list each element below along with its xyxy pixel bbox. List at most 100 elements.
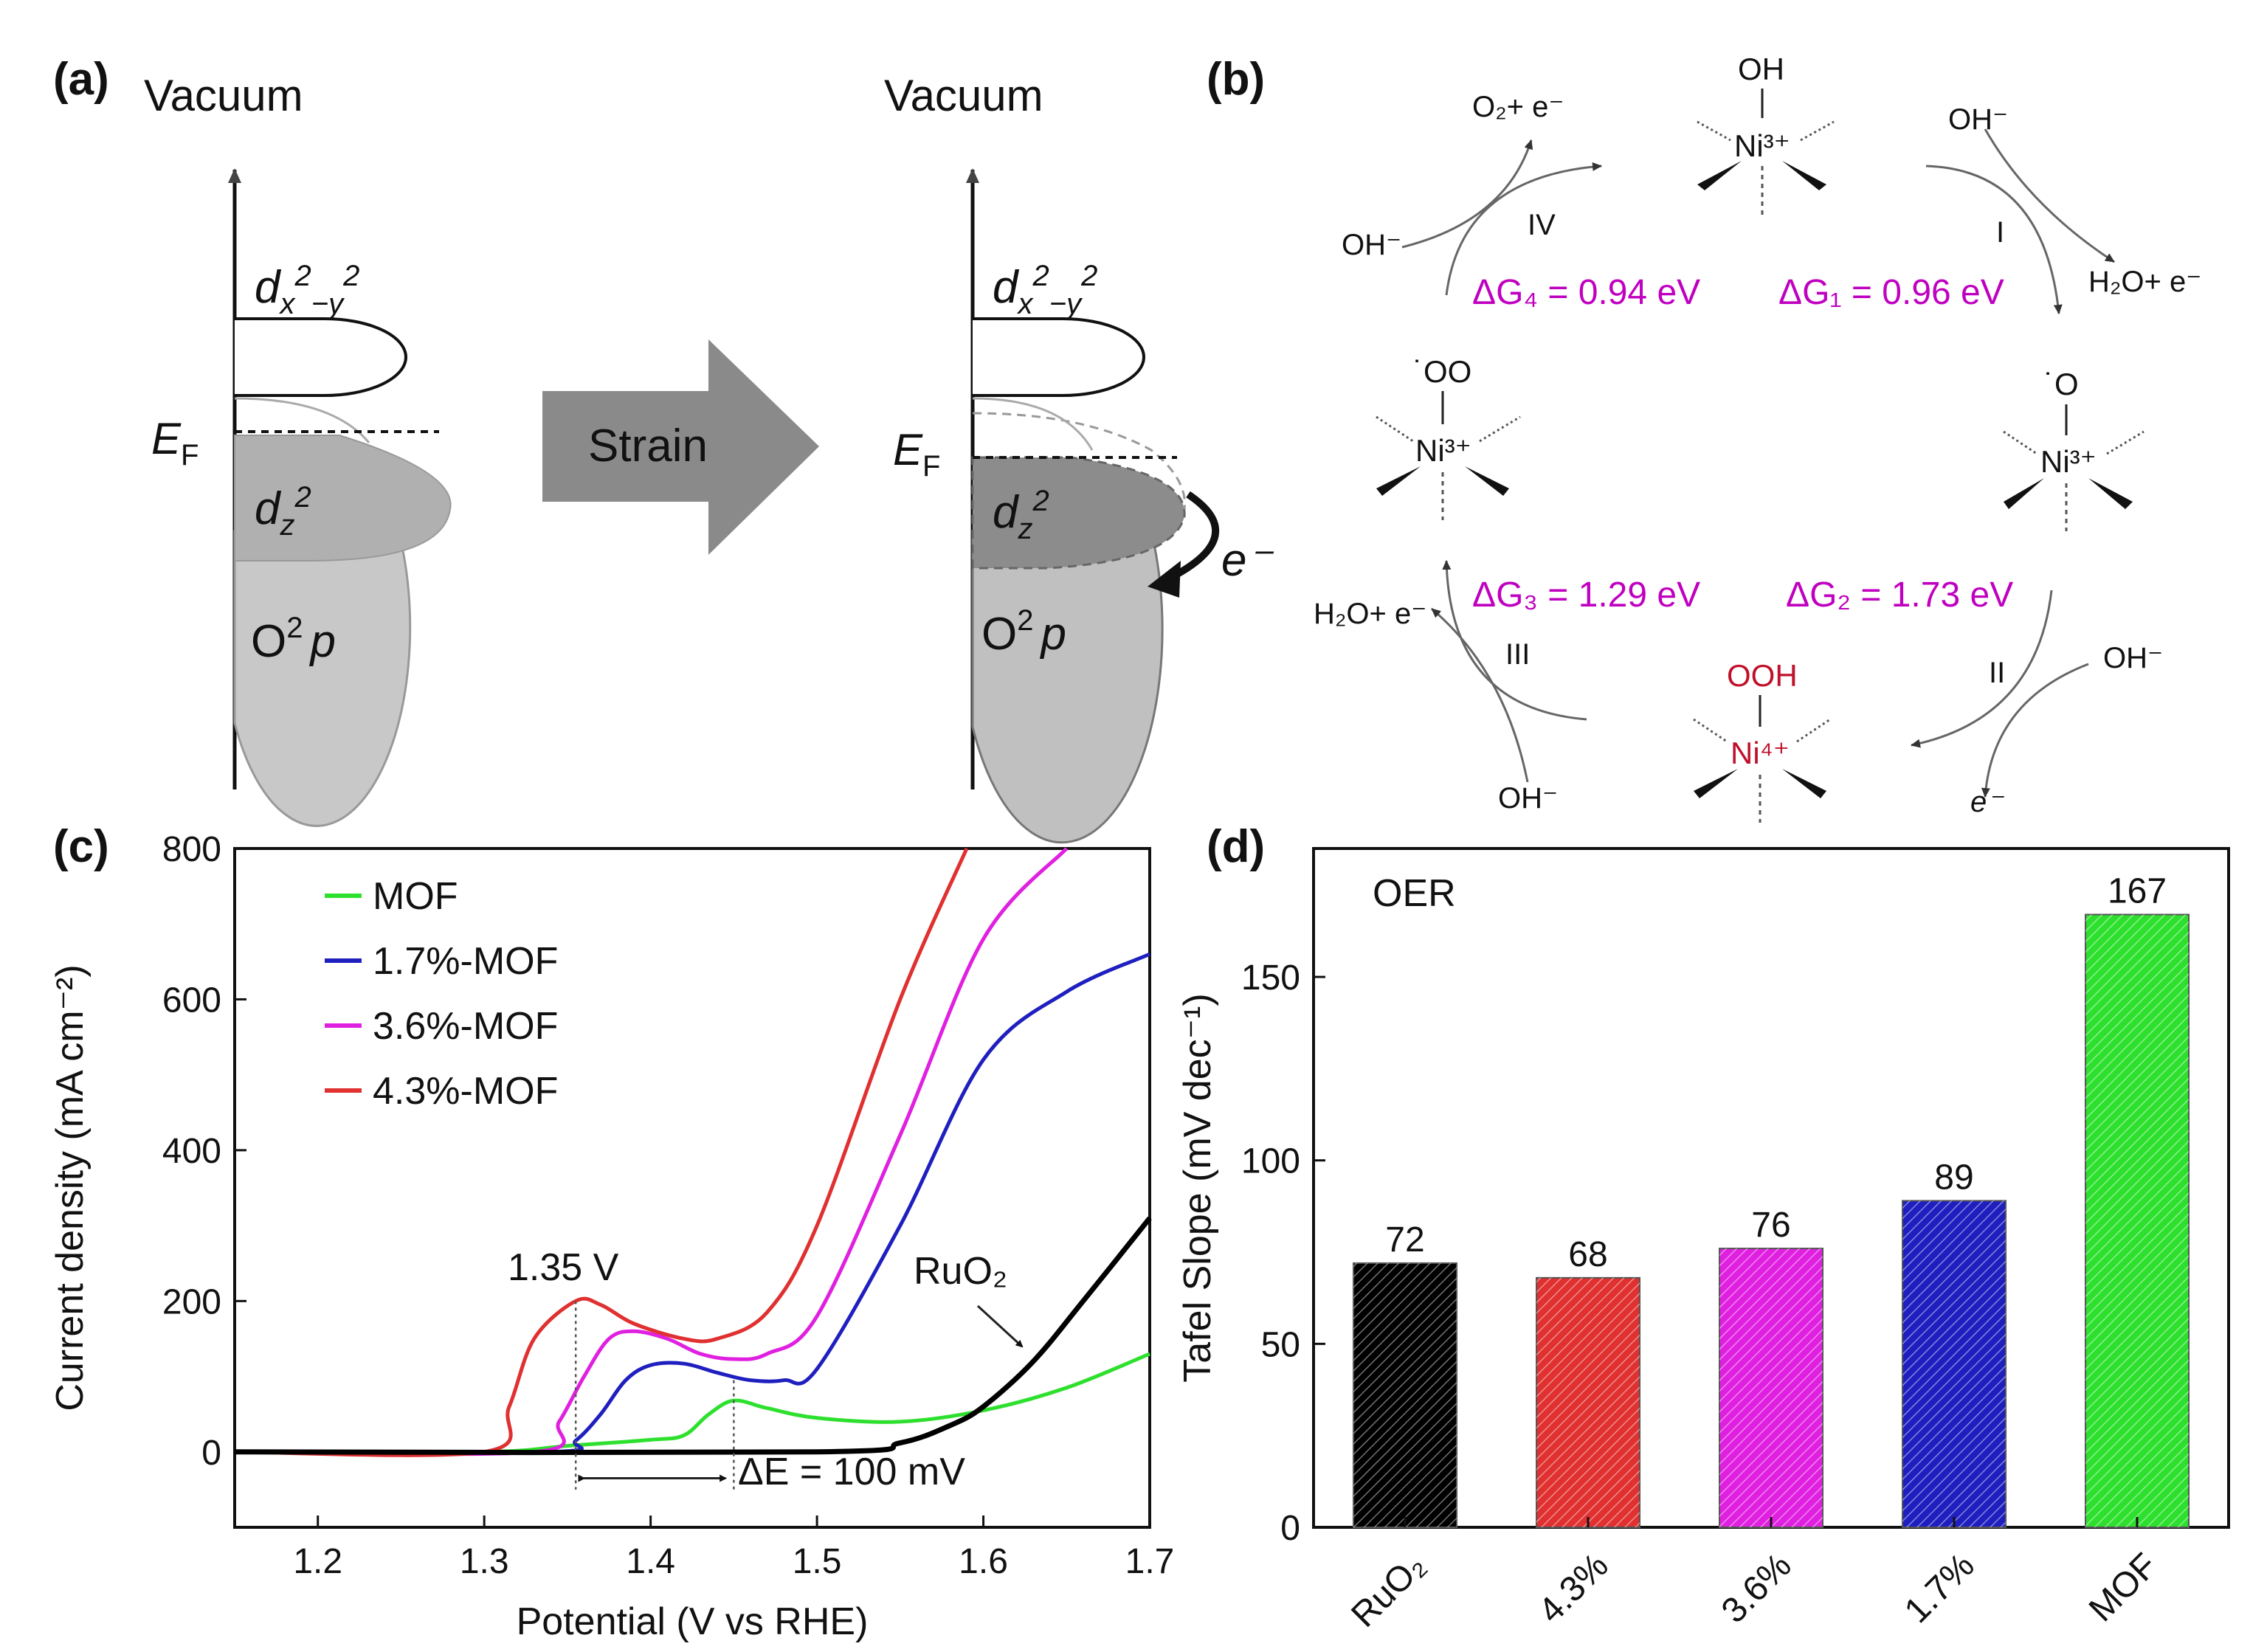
step-4-side-arrow [1401, 139, 1533, 249]
bond [1376, 415, 1414, 443]
ruo2-label: RuO₂ [914, 1250, 1007, 1293]
species-oh-bottom-left: OH⁻ [1498, 782, 1558, 815]
vacuum-label-right: Vacuum [884, 71, 1043, 120]
step-4-arrow [1445, 162, 1602, 296]
legend-label: 1.7%-MOF [373, 940, 558, 983]
electron-transfer-arrow [1158, 491, 1220, 587]
o2p-band-right [971, 530, 1164, 844]
bar-value-label: 68 [1568, 1235, 1607, 1274]
x-category-label: RuO₂ [1344, 1546, 1432, 1634]
dz2-label-right: dz2 [993, 485, 1049, 545]
species-e-bottom-right: e⁻ [1970, 786, 2004, 818]
step-1-side-arrow [1984, 128, 2115, 263]
bar-hatch [1719, 1248, 1823, 1527]
step-label-3: III [1505, 638, 1530, 671]
strain-arrow: Strain [542, 339, 819, 555]
step-label-4: IV [1528, 209, 1556, 241]
bond [1697, 161, 1742, 190]
bond [1782, 161, 1826, 190]
panel-label-b: (b) [1207, 54, 1265, 105]
dx2y2-label-left: dx2−y2 [255, 260, 359, 320]
x-category-label: MOF [2082, 1546, 2165, 1629]
bond [1479, 415, 1521, 443]
bar-hatch [1902, 1200, 2006, 1527]
y-tick-label: 50 [1261, 1325, 1300, 1364]
band-diagram-strained: EF dx2−y2 dz2 O2 p e⁻ [893, 168, 1274, 844]
delta-e-label: ΔE = 100 mV [738, 1451, 965, 1493]
bar-value-label: 89 [1934, 1158, 1973, 1197]
y-tick-label: 800 [162, 830, 221, 869]
step-1-arrow [1925, 165, 2063, 314]
o2p-label-right: O2 p [981, 604, 1066, 660]
o2p-label-left: O2 p [251, 612, 336, 667]
delta-g1-label: ΔG₁ = 0.96 eV [1778, 273, 2004, 312]
dz2-upper-edge-right [972, 397, 1094, 451]
step-3-arrow [1442, 560, 1587, 721]
dx2y2-band-right [973, 317, 1145, 397]
complex-bottom-metal: Ni⁴⁺ [1731, 736, 1790, 770]
species-oh-left-top: OH⁻ [1342, 229, 1401, 261]
complex-top-metal: Ni³⁺ [1734, 128, 1790, 163]
strain-arrow-shape [542, 339, 819, 555]
complex-left-metal: Ni³⁺ [1415, 433, 1471, 468]
complex-top-ligand: OH [1738, 52, 1784, 86]
complex-bottom-ligand: OOH [1727, 658, 1798, 693]
step-label-2: II [1989, 657, 2005, 689]
step-label-1: I [1996, 216, 2004, 249]
band-diagram-unstrained: EF dx2−y2 dz2 O2 p [151, 168, 452, 827]
ef-label-right: EF [893, 425, 940, 483]
chart-d-bars: 72 RuO₂ 68 4.3% 76 3.6% 89 1.7% 167 MOF [1344, 872, 2190, 1635]
bond [1697, 120, 1731, 142]
chart-c-xlabel: Potential (V vs RHE) [517, 1600, 869, 1643]
y-tick-label: 400 [162, 1132, 221, 1171]
species-oh-right-bottom: OH⁻ [2103, 642, 2163, 674]
series-line-MOF [234, 1352, 1150, 1454]
x-tick-label: 1.3 [460, 1542, 509, 1581]
strain-label: Strain [588, 421, 708, 471]
y-tick-label: 0 [1280, 1509, 1300, 1548]
chart-d-ylabel: Tafel Slope (mV dec⁻¹) [1176, 993, 1219, 1382]
electron-label: e⁻ [1221, 535, 1274, 586]
bond [1800, 120, 1835, 142]
species-h2o-right: H₂O+ e⁻ [2088, 266, 2201, 298]
bar-value-label: 72 [1385, 1220, 1424, 1259]
ef-label-left: EF [151, 414, 199, 471]
complex-left-ligand: ˙OO [1413, 354, 1471, 389]
chart-c-legend: MOF 1.7%-MOF 3.6%-MOF 4.3%-MOF [325, 875, 558, 1113]
complex-bottom: OOH Ni⁴⁺ [1693, 658, 1831, 823]
panel-b: (b) OH Ni³⁺ ˙O Ni³⁺ ˙OO Ni³⁺ [1207, 52, 2201, 823]
chart-d-ticks: 0 50 100 150 [1241, 958, 1325, 1548]
bar-hatch [1353, 1262, 1457, 1527]
dx2y2-band-left [235, 317, 407, 397]
species-h2o-left: H₂O+ e⁻ [1314, 598, 1426, 630]
electron-arrow-head [1148, 561, 1181, 598]
x-category-label: 4.3% [1531, 1546, 1616, 1631]
bond [1465, 466, 1509, 496]
peak-potential-label: 1.35 V [508, 1246, 619, 1289]
bond [1694, 769, 1738, 798]
series-line-RuO2 [234, 1216, 1152, 1456]
complex-top: OH Ni³⁺ [1697, 52, 1835, 218]
bond [2004, 478, 2044, 509]
step-3-side-arrow [1431, 607, 1529, 783]
bar-hatch [2085, 914, 2189, 1527]
panel-label-c: (c) [53, 821, 109, 872]
dz2-label-left: dz2 [255, 481, 311, 542]
bar-value-label: 76 [1751, 1206, 1790, 1245]
x-tick-label: 1.5 [793, 1542, 842, 1581]
y-tick-label: 600 [162, 981, 221, 1020]
bar-value-label: 167 [2108, 872, 2167, 911]
delta-g4-label: ΔG₄ = 0.94 eV [1472, 273, 1700, 312]
vacuum-label-left: Vacuum [144, 71, 303, 120]
panel-label-d: (d) [1207, 821, 1265, 872]
delta-g2-label: ΔG₂ = 1.73 eV [1786, 576, 2013, 615]
x-tick-label: 1.4 [626, 1542, 675, 1581]
dz2-band-right [971, 456, 1186, 570]
complex-right-ligand: ˙O [2044, 367, 2079, 401]
chart-c-ylabel: Current density (mA cm⁻²) [49, 964, 92, 1411]
panel-c: (c) 1.2 1.3 1.4 1.5 1.6 1.7 0 200 400 600 800 Pote… [49, 821, 1174, 1643]
species-oh-top-right: OH⁻ [1948, 103, 2008, 136]
x-tick-label: 1.7 [1125, 1542, 1175, 1581]
panel-a: (a) Vacuum Vacuum EF dx2−y2 dz2 O2 p Stra… [53, 54, 1274, 844]
